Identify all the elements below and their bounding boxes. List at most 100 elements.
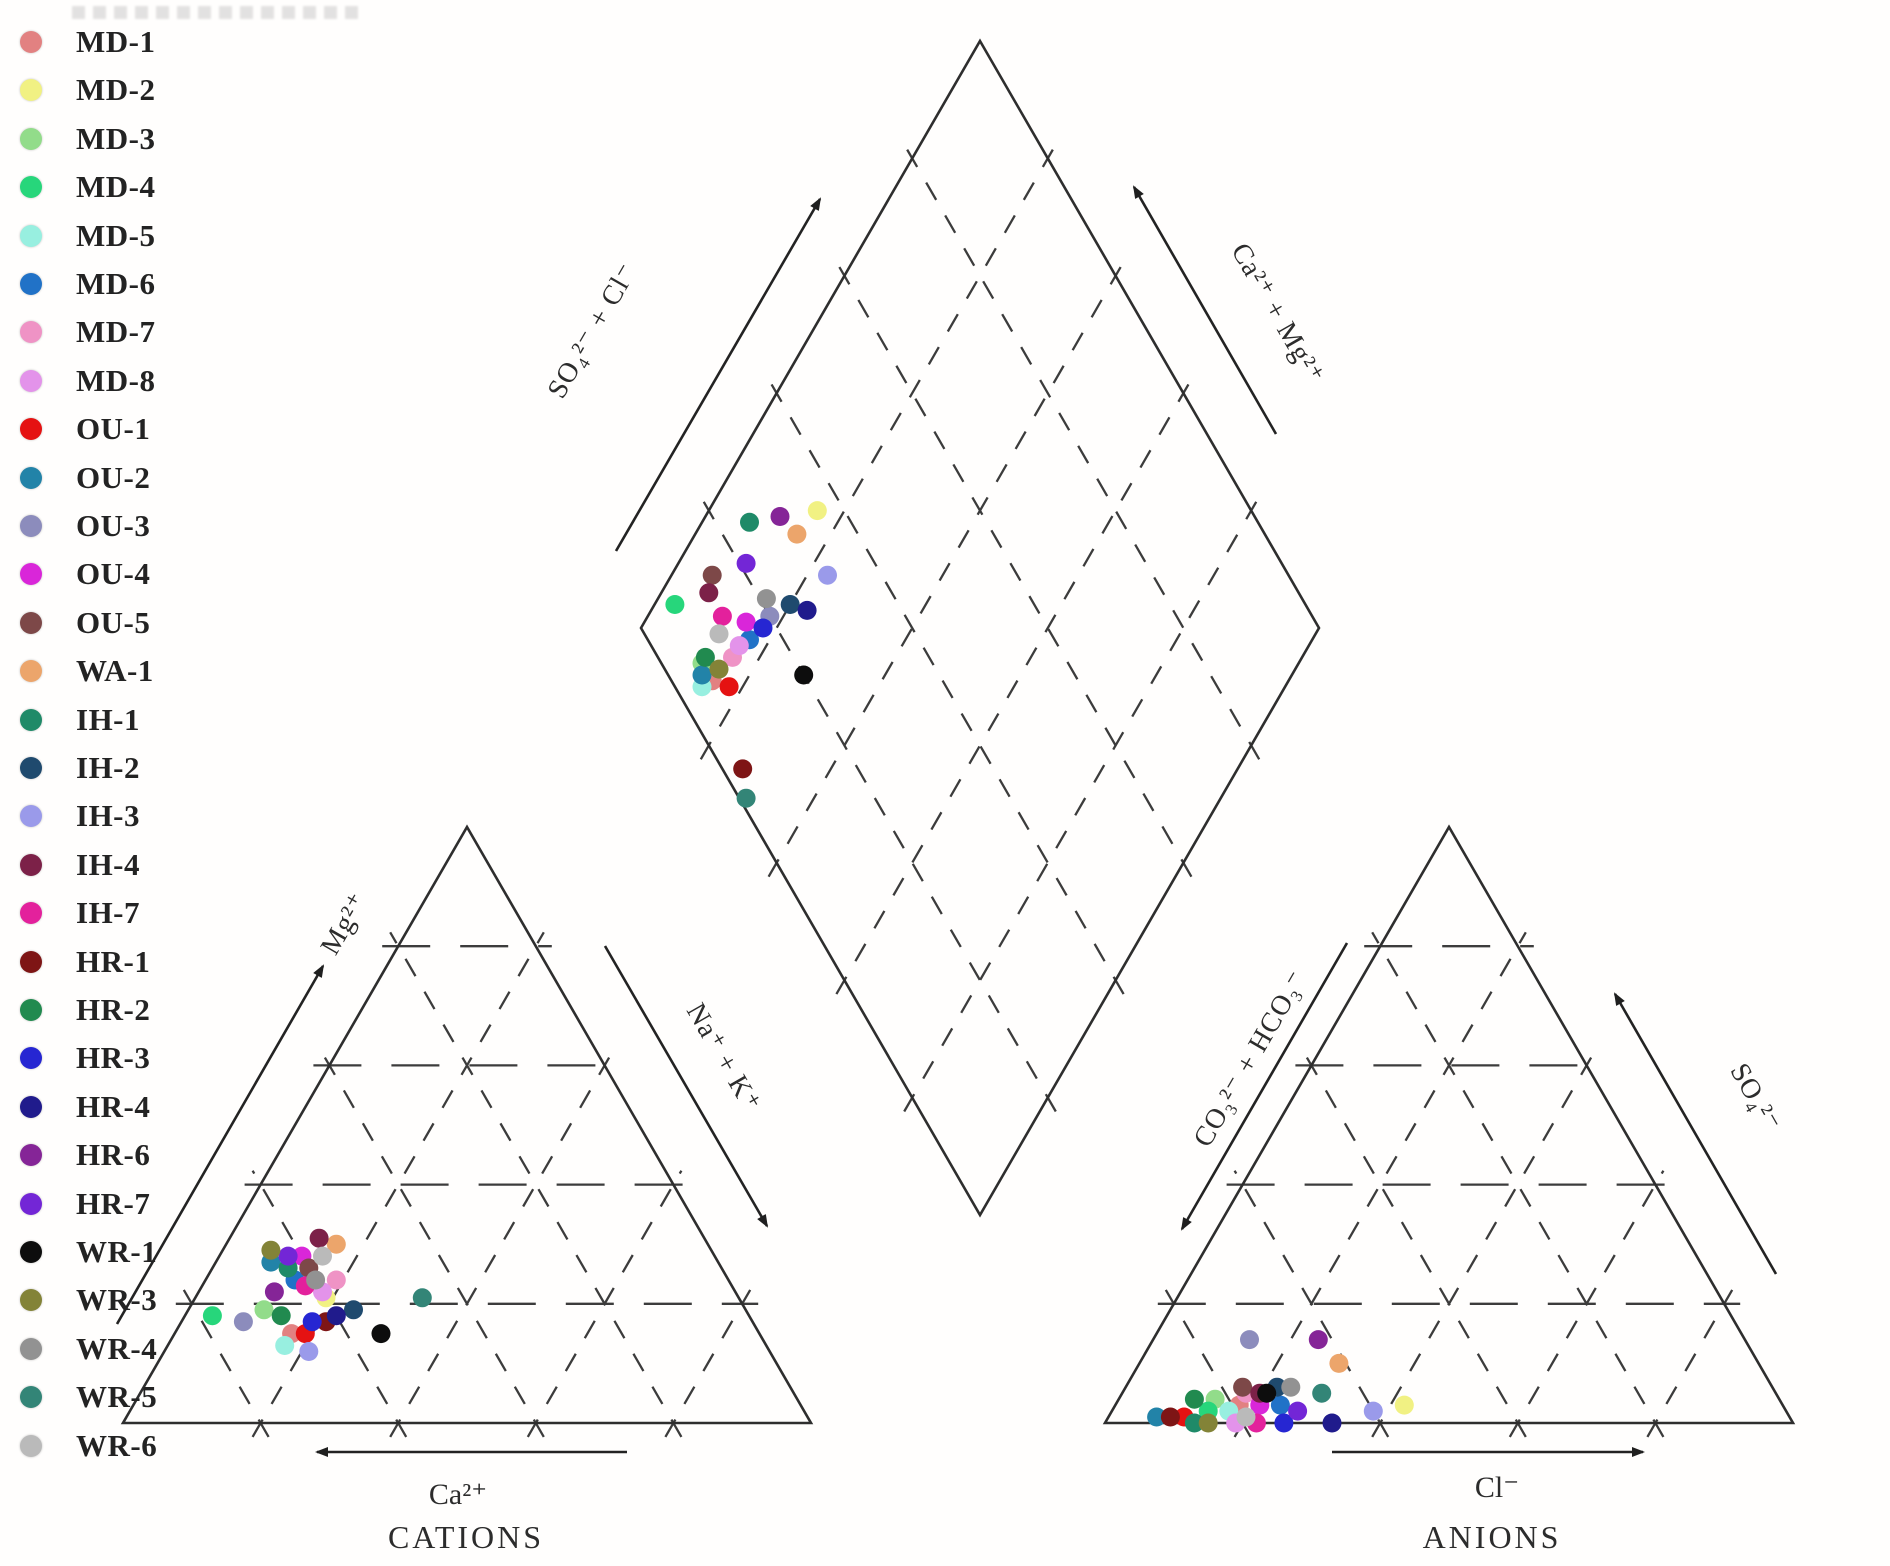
legend-swatch-HR-1: [20, 950, 42, 973]
data-point-anion-WR-5: [1312, 1383, 1332, 1403]
data-point-anion-OU-3: [1240, 1330, 1259, 1350]
data-point-diamond-MD-2: [807, 501, 827, 521]
data-point-diamond-IH-1: [740, 512, 759, 532]
legend-label: WA-1: [76, 653, 154, 689]
data-point-cation-HR-3: [302, 1312, 322, 1332]
data-point-anion-WR-1: [1257, 1383, 1277, 1403]
gridline: [903, 496, 1261, 1113]
legend-swatch-HR-4: [20, 1095, 42, 1118]
diamond-data-points: [665, 501, 837, 808]
data-point-diamond-HR-4: [797, 600, 817, 620]
legend-item-OU-5: OU-5: [20, 605, 150, 641]
legend-label: WR-3: [76, 1282, 158, 1318]
data-point-diamond-OU-5: [702, 565, 722, 585]
legend-swatch-HR-3: [20, 1047, 42, 1070]
gridline: [182, 1289, 270, 1438]
legend-swatch-OU-2: [20, 466, 42, 489]
legend-label: IH-2: [76, 750, 140, 785]
legend-swatch-IH-3: [20, 805, 42, 828]
gridline: [1233, 1170, 1390, 1438]
legend-swatch-WA-1: [20, 660, 42, 683]
legend-label: OU-2: [76, 459, 151, 495]
legend-label: OU-4: [76, 556, 151, 592]
legend-item-MD-8: MD-8: [20, 363, 155, 399]
gridline: [1508, 1170, 1665, 1438]
gridline: [767, 378, 1125, 995]
legend-label: OU-3: [76, 508, 151, 543]
legend-swatch-MD-7: [20, 321, 42, 344]
legend-swatch-MD-1: [20, 31, 42, 53]
gridline: [1164, 1289, 1252, 1438]
data-point-cation-WR-3: [261, 1240, 281, 1260]
data-point-diamond-WR-6: [709, 624, 729, 644]
data-point-cation-WR-5: [412, 1288, 432, 1308]
data-point-cation-MD-3: [254, 1300, 274, 1320]
data-point-cation-WR-1: [371, 1324, 391, 1344]
data-point-cation-HR-7: [278, 1246, 298, 1266]
gridline: [1371, 1050, 1596, 1438]
gridline: [526, 1170, 683, 1438]
data-point-anion-OU-5: [1233, 1377, 1253, 1397]
legend-label: HR-1: [76, 943, 151, 979]
legend-item-IH-7: IH-7: [20, 895, 140, 931]
legend-swatch-MD-2: [20, 79, 42, 102]
co3-hco3-axis-label: CO₃²⁻ + HCO₃⁻: [1188, 965, 1314, 1152]
legend-item-MD-1: MD-1: [20, 24, 155, 60]
data-point-diamond-MD-4: [665, 595, 685, 614]
data-point-anion-WR-3: [1198, 1413, 1218, 1433]
legend-item-MD-7: MD-7: [20, 314, 155, 350]
data-point-diamond-IH-4: [699, 583, 719, 603]
legend-swatch-WR-1: [20, 1241, 42, 1263]
legend-swatch-WR-4: [20, 1337, 42, 1360]
legend-item-IH-1: IH-1: [20, 702, 140, 738]
legend-item-MD-2: MD-2: [20, 72, 155, 108]
data-point-cation-MD-7: [326, 1270, 346, 1290]
legend-label: HR-4: [76, 1088, 151, 1124]
data-point-anion-HR-3: [1274, 1413, 1294, 1433]
legend-label: MD-1: [76, 24, 156, 59]
legend-item-HR-2: HR-2: [20, 992, 150, 1028]
data-point-anion-HR-4: [1322, 1413, 1342, 1433]
data-point-anion-IH-3: [1363, 1401, 1383, 1421]
data-point-diamond-IH-7: [712, 606, 732, 626]
legend-swatch-MD-8: [20, 369, 42, 392]
data-point-anion-MD-2: [1394, 1395, 1414, 1415]
data-point-cation-HR-6: [264, 1282, 284, 1302]
legend-item-HR-6: HR-6: [20, 1137, 150, 1173]
data-point-cation-OU-3: [233, 1312, 253, 1332]
data-point-cation-HR-2: [271, 1306, 291, 1326]
legend-label: MD-6: [76, 266, 156, 301]
legend-item-MD-4: MD-4: [20, 169, 155, 205]
legend-label: HR-6: [76, 1137, 151, 1173]
data-point-anion-IH-1: [1184, 1413, 1204, 1433]
legend-swatch-IH-4: [20, 853, 42, 876]
legend: MD-1 MD-2 MD-3 MD-4 MD-5 MD-6 MD-7 MD-8 OU-1 OU-2…: [0, 0, 300, 1500]
gridline: [835, 261, 1193, 878]
legend-swatch-OU-3: [20, 515, 42, 537]
legend-item-IH-4: IH-4: [20, 847, 140, 883]
legend-label: MD-3: [76, 120, 156, 156]
legend-swatch-OU-4: [20, 563, 42, 586]
legend-label: MD-8: [76, 362, 156, 398]
na-k-axis-arrow: [603, 945, 769, 1228]
legend-item-OU-1: OU-1: [20, 411, 150, 447]
legend-label: MD-2: [76, 72, 156, 108]
legend-label: HR-2: [76, 992, 151, 1027]
legend-swatch-MD-5: [20, 224, 42, 247]
ca-mg-axis-arrow: [1132, 185, 1278, 435]
legend-item-HR-3: HR-3: [20, 1040, 150, 1076]
co3-hco3-axis-arrow: [1180, 942, 1349, 1231]
gridline: [664, 1289, 752, 1438]
gridline: [389, 1050, 614, 1438]
data-point-diamond-HR-1: [733, 759, 753, 779]
legend-label: IH-3: [76, 798, 140, 834]
legend-item-WR-3: WR-3: [20, 1282, 157, 1318]
cation-triangle-outline: [120, 824, 814, 1425]
data-point-diamond-OU-1: [719, 677, 739, 697]
legend-item-HR-4: HR-4: [20, 1089, 150, 1125]
gridline: [1646, 1289, 1734, 1438]
data-point-diamond-IH-3: [818, 565, 837, 585]
legend-label: MD-7: [76, 314, 156, 350]
